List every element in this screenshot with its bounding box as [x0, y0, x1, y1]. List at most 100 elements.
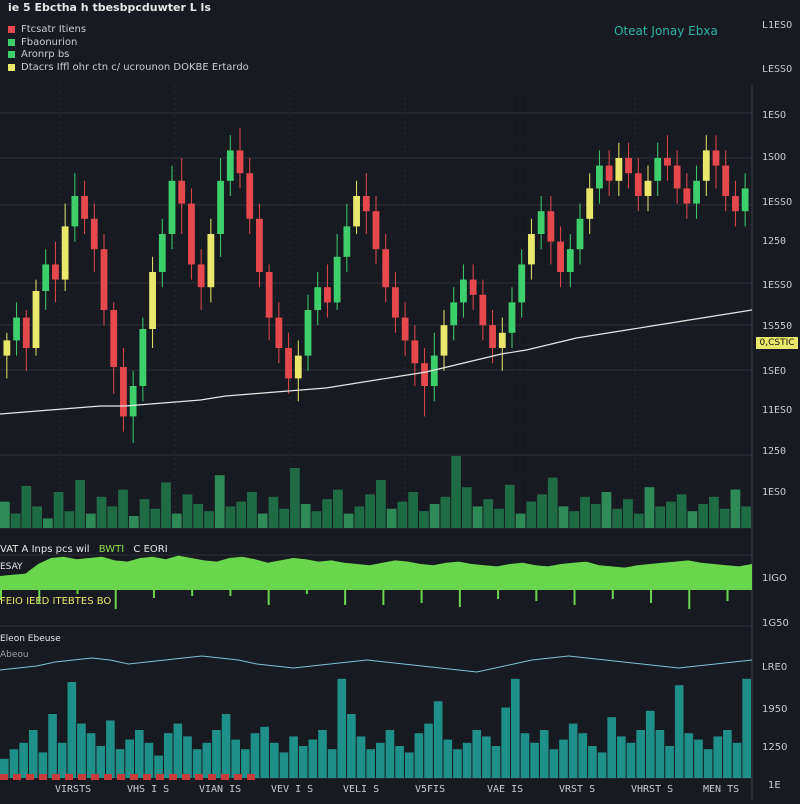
- indicator-panel-2: [0, 555, 752, 609]
- panel2-sub-label: ESAY: [0, 562, 23, 572]
- panel3-footer-bar: [221, 774, 229, 780]
- price-tick-label: 1SEO: [762, 366, 787, 377]
- candle-body: [265, 272, 273, 318]
- panel3-bar: [86, 733, 96, 778]
- candle-body: [61, 226, 69, 280]
- panel3-footer-bar: [156, 774, 164, 780]
- price-tick-label: 11ESO: [762, 405, 793, 416]
- panel3-bar: [684, 733, 694, 778]
- indicator-spike: [38, 588, 41, 603]
- volume-bar: [504, 484, 515, 528]
- panel3-sub-label: Abeou: [0, 650, 29, 660]
- volume-bar: [268, 496, 279, 528]
- volume-bar: [139, 499, 150, 528]
- indicator-spike: [535, 588, 538, 601]
- panel3-bar: [491, 746, 501, 778]
- volume-bar: [687, 511, 698, 528]
- candle-body: [673, 165, 681, 189]
- panel3-bar: [67, 682, 77, 778]
- candle-body: [256, 218, 263, 272]
- panel3-bar: [289, 736, 298, 778]
- volume-bar: [171, 513, 182, 528]
- indicator-panel-3: [0, 655, 753, 780]
- panel3-bar: [742, 678, 751, 778]
- panel3-y-label: 1950: [762, 704, 788, 715]
- candle-body: [3, 340, 11, 356]
- volume-bar: [547, 477, 558, 528]
- volume-bar: [204, 511, 214, 528]
- volume-bar: [182, 494, 193, 528]
- panel3-bar: [588, 746, 597, 778]
- volume-bar: [290, 468, 300, 528]
- candle-body: [528, 234, 535, 265]
- volume-bar: [730, 489, 741, 528]
- panel3-bar: [395, 746, 404, 778]
- legend-swatch-yellow: [8, 64, 15, 71]
- candle-body: [693, 180, 700, 204]
- volume-bar: [64, 511, 75, 528]
- panel3-bar: [549, 749, 559, 778]
- time-tick-label: VIAN IS: [199, 784, 242, 795]
- panel3-bar: [539, 730, 549, 778]
- volume-bar: [569, 511, 580, 528]
- volume-bar: [483, 499, 494, 528]
- panel3-footer-bar: [104, 774, 112, 780]
- volume-bar: [451, 456, 461, 528]
- panel3-bar: [279, 752, 289, 778]
- panel2-title-text: VAT A Inps pcs wil: [0, 544, 90, 555]
- legend-label: Fbaonurion: [21, 37, 78, 48]
- panel3-bar: [154, 755, 163, 778]
- panel3-bar: [241, 749, 250, 778]
- candle-body: [518, 264, 526, 303]
- volume-bar: [515, 513, 526, 528]
- volume-bar: [21, 486, 32, 528]
- indicator-spike: [344, 588, 347, 605]
- legend-item-1[interactable]: Ftcsatr Itiens: [8, 24, 86, 35]
- volume-bar: [429, 504, 440, 528]
- volume-bar: [612, 508, 623, 528]
- volume-bar: [472, 506, 483, 528]
- panel3-bar: [221, 714, 231, 778]
- panel3-bar: [163, 733, 173, 778]
- volume-bar: [633, 513, 644, 528]
- legend-item-3[interactable]: Aronrp bs: [8, 49, 69, 60]
- candle-body: [343, 226, 351, 257]
- indicator-spike: [688, 588, 691, 609]
- panel3-footer-bar: [117, 774, 125, 780]
- panel3-bar: [202, 742, 212, 778]
- legend-item-2[interactable]: Fbaonurion: [8, 37, 77, 48]
- volume-bar: [75, 480, 85, 528]
- panel3-bar: [482, 736, 491, 778]
- panel3-bar: [347, 714, 356, 778]
- volume-bar: [719, 508, 730, 528]
- panel3-y-label: LRE0: [762, 662, 788, 673]
- panel3-bar: [703, 749, 713, 778]
- panel3-bar: [356, 736, 366, 778]
- candle-body: [712, 150, 720, 166]
- panel3-bar: [318, 730, 327, 778]
- candle-body: [168, 180, 176, 234]
- panel3-bar: [9, 749, 19, 778]
- price-tick-label: LESSO: [762, 64, 793, 75]
- panel3-footer-bar: [169, 774, 177, 780]
- volume-bar: [601, 492, 612, 528]
- volume-bar: [311, 511, 322, 528]
- panel3-bar: [462, 742, 472, 778]
- time-tick-label: MEN TS: [703, 784, 740, 795]
- candle-body: [275, 317, 283, 348]
- volume-bar: [257, 513, 268, 528]
- candle-body: [120, 367, 127, 417]
- time-tick-label: VAE IS: [487, 784, 524, 795]
- volume-bar: [118, 489, 128, 528]
- candlestick-series: [3, 127, 749, 443]
- panel2-title-accent: BWTI: [98, 544, 125, 555]
- candle-body: [32, 291, 40, 348]
- legend-label: Aronrp bs: [21, 49, 70, 60]
- panel3-footer-bar: [13, 774, 21, 780]
- panel3-bar: [308, 739, 318, 778]
- volume-bar: [644, 487, 655, 528]
- candle-body: [430, 355, 438, 386]
- legend-item-4[interactable]: Dtacrs Iffl ohr ctn c/ ucrounon DOKBE Er…: [8, 62, 249, 73]
- candle-body: [149, 272, 156, 329]
